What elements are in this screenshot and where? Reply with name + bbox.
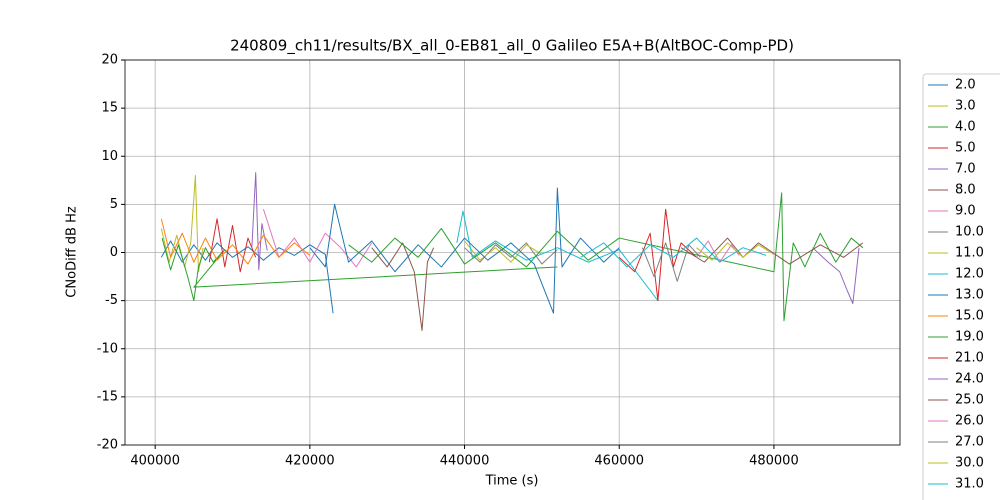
series-line [161,237,558,302]
series-line [262,209,373,268]
series-line [160,240,334,314]
series-line [456,210,659,301]
y-tick-label: -5 [105,293,118,308]
x-tick-label: 440000 [440,454,490,469]
x-tick-label: 460000 [594,454,644,469]
series-line [160,218,311,265]
series-line [464,240,543,263]
y-tick-label: -10 [97,341,118,356]
legend-label: 4.0 [955,120,976,135]
legend-label: 8.0 [955,183,976,198]
series-line [309,187,620,314]
series-line [251,172,268,271]
x-tick-label: 480000 [749,454,799,469]
y-tick-label: -20 [97,438,118,453]
legend-label: 13.0 [955,288,984,303]
series-line [208,218,257,273]
legend-frame [922,73,1000,500]
chart-title: 240809_ch11/results/BX_all_0-EB81_all_0 … [230,37,794,56]
legend-label: 31.0 [955,477,984,492]
legend-label: 26.0 [955,414,984,429]
legend-label: 5.0 [955,141,976,156]
legend-label: 9.0 [955,204,976,219]
x-axis-label: Time (s) [485,474,539,489]
y-tick-label: 5 [110,197,118,212]
plot-area [160,172,864,331]
series-line [348,192,864,322]
series-line [580,237,767,268]
legend-label: 30.0 [955,456,984,471]
legend-label: 25.0 [955,393,984,408]
legend-label: 15.0 [955,309,984,324]
series-line [371,242,435,331]
legend-label: 27.0 [955,435,984,450]
y-tick-label: 0 [110,245,118,260]
legend-label: 24.0 [955,372,984,387]
x-tick-label: 400000 [130,454,180,469]
y-tick-label: 20 [101,53,118,68]
legend-label: 3.0 [955,99,976,114]
x-tick-label: 420000 [285,454,335,469]
series-line [641,242,701,282]
y-tick-label: 15 [101,101,118,116]
series-line [464,242,558,265]
y-tick-label: 10 [101,149,118,164]
legend-label: 19.0 [955,330,984,345]
legend-label: 21.0 [955,351,984,366]
plot-frame [124,59,901,446]
legend-label: 12.0 [955,267,984,282]
series-line [812,247,860,305]
y-tick-label: -15 [97,389,118,404]
series-line [696,242,775,261]
legend-label: 7.0 [955,162,976,177]
legend-label: 2.0 [955,78,976,93]
legend-label: 11.0 [955,246,984,261]
legend-label: 10.0 [955,225,984,240]
y-axis-label: CNoDiff dB Hz [65,206,80,298]
